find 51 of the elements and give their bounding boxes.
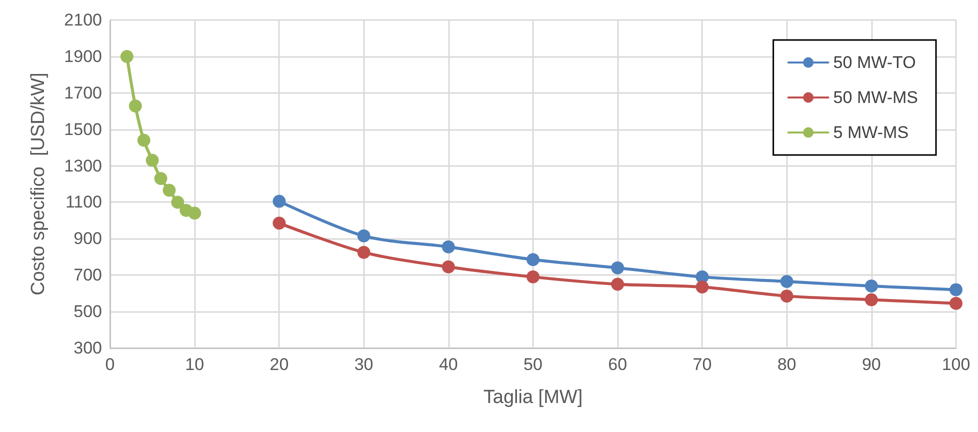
point [864, 280, 878, 293]
y-tick-label: 300 [74, 338, 102, 358]
y-tick-label: 700 [74, 266, 102, 285]
x-tick-label: 60 [608, 355, 628, 374]
x-tick-label: 40 [438, 355, 458, 374]
x-tick-label: 50 [524, 355, 542, 374]
point [272, 216, 286, 230]
x-tick-label: 100 [942, 355, 970, 374]
point [272, 194, 286, 208]
x-tick-label: 0 [105, 355, 115, 374]
legend-label: 50 MW-TO [833, 53, 916, 72]
point [611, 278, 624, 291]
point [171, 196, 184, 209]
x-tick-label: 10 [185, 355, 204, 374]
point [162, 184, 176, 197]
legend-label: 50 MW-MS [833, 88, 918, 107]
point [950, 296, 962, 310]
y-tick-label: 1900 [64, 46, 102, 66]
point [864, 293, 878, 306]
y-tick-label: 1700 [64, 83, 102, 102]
point [696, 280, 709, 294]
y-tick-label: 1500 [64, 120, 102, 139]
point [357, 246, 370, 259]
point [611, 261, 624, 274]
point [120, 50, 134, 63]
legend-label: 5 MW-MS [833, 123, 909, 142]
x-axis-title: Taglia [MW] [483, 387, 583, 408]
x-tick-label: 90 [862, 355, 881, 374]
point [146, 154, 159, 167]
point [154, 172, 168, 186]
point [137, 134, 150, 147]
point [442, 260, 455, 274]
point [442, 240, 455, 254]
point [128, 100, 142, 113]
y-tick-label: 1300 [64, 156, 102, 176]
x-tick-label: 20 [270, 355, 289, 374]
point [780, 274, 794, 288]
x-tick-label: 30 [354, 355, 374, 374]
point [188, 206, 202, 220]
point [780, 290, 794, 303]
y-tick-label: 2100 [64, 10, 102, 30]
point [950, 283, 962, 296]
point [526, 270, 540, 284]
x-tick-label: 80 [777, 355, 796, 374]
x-tick-label: 70 [692, 355, 712, 374]
y-tick-label: 900 [74, 229, 102, 248]
y-axis-title: Costo specifico [USD/kW] [28, 72, 49, 296]
y-tick-label: 1100 [65, 192, 102, 212]
point [357, 229, 370, 242]
point [526, 253, 540, 266]
y-tick-label: 500 [74, 302, 102, 322]
